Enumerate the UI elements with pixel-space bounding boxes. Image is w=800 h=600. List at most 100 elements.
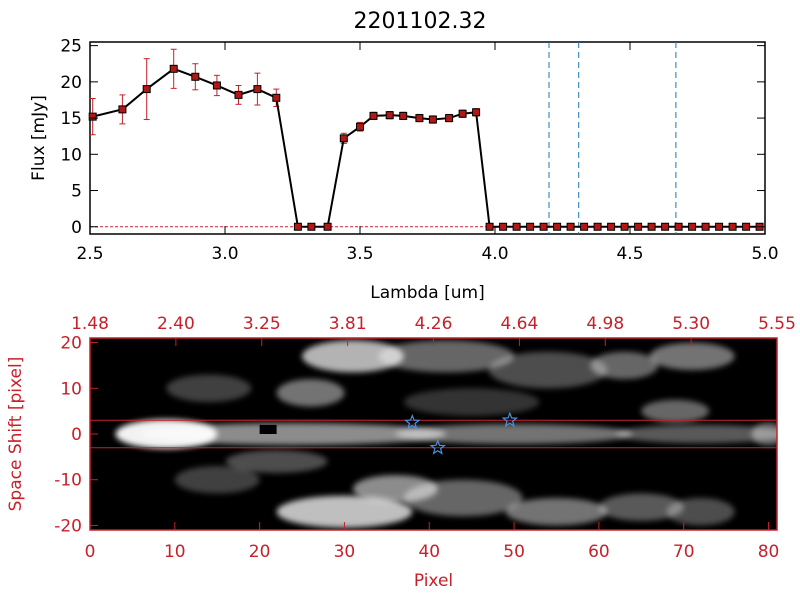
image-top-tick-label-7: 5.30 [672, 314, 710, 334]
data-point-6 [234, 90, 243, 99]
data-point-21 [472, 108, 481, 117]
image-x-tick-label-3: 30 [334, 542, 356, 562]
data-point-39 [715, 222, 724, 231]
data-point-41 [742, 222, 751, 231]
chart-title: 2201102.32 [354, 9, 487, 34]
image-heatmap [115, 340, 777, 528]
image-y-tick-label-4: 20 [60, 334, 82, 354]
star-marker-0 [404, 413, 421, 430]
spectrum-y-ticks: 0 5 10 15 20 25 [60, 37, 765, 238]
data-point-25 [526, 222, 535, 231]
spectrum-y-axis-label: Flux [mJy] [29, 95, 49, 181]
y-tick-label-2: 10 [60, 145, 82, 165]
data-point-0 [88, 112, 97, 121]
image-x-tick-label-4: 40 [418, 542, 440, 562]
y-tick-label-0: 0 [71, 218, 82, 238]
heatmap-blob-7 [276, 379, 345, 407]
heatmap-blob-12 [166, 374, 252, 402]
x-tick-label-3: 4.0 [481, 244, 508, 264]
data-point-14 [369, 111, 378, 120]
image-x-tick-label-5: 50 [503, 542, 525, 562]
spectrum-x-axis-label: Lambda [um] [370, 283, 484, 303]
heatmap-blob-13 [276, 495, 413, 528]
data-point-33 [634, 222, 643, 231]
data-point-32 [620, 222, 629, 231]
dark-cell-0 [259, 424, 277, 434]
spectrum-panel: 2.5 3.0 3.5 4.0 4.5 5.0 0 5 10 15 20 25 Lambda [um… [29, 37, 779, 303]
y-tick-label-4: 20 [60, 73, 82, 93]
image-dark-cells [259, 424, 277, 434]
image-x-tick-label-0: 0 [85, 542, 96, 562]
image-top-tick-label-0: 1.48 [71, 314, 109, 334]
image-x-axis-label: Pixel [414, 571, 453, 591]
data-point-28 [566, 222, 575, 231]
data-point-8 [272, 93, 281, 102]
data-point-18 [428, 115, 437, 124]
x-tick-label-1: 3.0 [211, 244, 238, 264]
data-point-34 [647, 222, 656, 231]
spectrum-x-ticks: 2.5 3.0 3.5 4.0 4.5 5.0 [76, 42, 779, 264]
x-tick-label-0: 2.5 [76, 244, 103, 264]
spectrum-error-bars [89, 48, 480, 144]
heatmap-blob-9 [590, 351, 659, 380]
image-x-tick-label-8: 80 [758, 542, 780, 562]
heatmap-blob-16 [505, 498, 608, 526]
data-point-15 [385, 111, 394, 120]
image-top-tick-label-8: 5.55 [758, 314, 796, 334]
data-point-31 [607, 222, 616, 231]
data-point-26 [539, 222, 548, 231]
data-point-37 [688, 222, 697, 231]
data-point-23 [499, 222, 508, 231]
data-point-30 [593, 222, 602, 231]
star-marker-2 [501, 411, 519, 428]
image-top-ticks: 1.48 2.40 3.25 3.81 4.26 4.64 4.98 5.30 5.55 [71, 314, 796, 346]
data-point-12 [339, 134, 348, 143]
heatmap-blob-2 [395, 423, 633, 445]
image-top-tick-label-1: 2.40 [157, 314, 195, 334]
data-point-3 [169, 64, 178, 73]
data-point-22 [485, 222, 494, 231]
image-x-tick-label-6: 60 [588, 542, 610, 562]
heatmap-blob-3 [615, 424, 777, 444]
heatmap-blob-15 [403, 479, 523, 517]
image-x-ticks: 0 10 20 30 40 50 60 70 80 [85, 522, 780, 562]
x-tick-label-2: 3.5 [346, 244, 373, 264]
data-point-27 [553, 222, 562, 231]
spectrum-reference-lines [548, 42, 677, 234]
heatmap-blob-21 [403, 388, 540, 416]
data-point-17 [415, 114, 424, 123]
data-point-13 [356, 122, 364, 131]
heatmap-blob-19 [174, 466, 260, 494]
image-x-tick-label-1: 10 [164, 542, 186, 562]
star-marker-1 [429, 439, 447, 455]
data-point-11 [323, 222, 332, 231]
spectrum-frame [89, 41, 766, 235]
heatmap-blob-1 [140, 423, 447, 445]
x-tick-label-5: 5.0 [751, 244, 778, 264]
image-top-tick-label-4: 4.26 [415, 314, 453, 334]
heatmap-blob-20 [225, 450, 328, 473]
data-point-1 [118, 105, 127, 114]
image-top-tick-label-5: 4.64 [500, 314, 538, 334]
data-point-38 [701, 222, 710, 231]
data-point-20 [458, 109, 467, 118]
image-y-axis-label: Space Shift [pixel] [6, 357, 26, 512]
data-point-5 [212, 81, 221, 90]
y-tick-label-1: 5 [71, 182, 82, 202]
heatmap-blob-6 [378, 340, 515, 373]
data-point-35 [661, 222, 670, 231]
data-point-16 [399, 111, 408, 120]
heatmap-blob-10 [649, 342, 735, 370]
image-top-tick-label-2: 3.25 [243, 314, 281, 334]
heatmap-blob-17 [598, 493, 684, 521]
spectrum-series-line [92, 67, 760, 228]
image-top-tick-label-6: 4.98 [586, 314, 624, 334]
data-point-4 [191, 72, 200, 81]
image-y-tick-label-3: 10 [60, 379, 82, 399]
image-x-tick-label-2: 20 [249, 542, 271, 562]
data-point-9 [293, 222, 302, 231]
data-point-36 [674, 222, 683, 231]
data-point-40 [728, 222, 737, 231]
image-panel: 0 10 20 30 40 50 60 70 80 1.48 2.40 3.25 3.81 4.26 4.… [6, 314, 796, 591]
